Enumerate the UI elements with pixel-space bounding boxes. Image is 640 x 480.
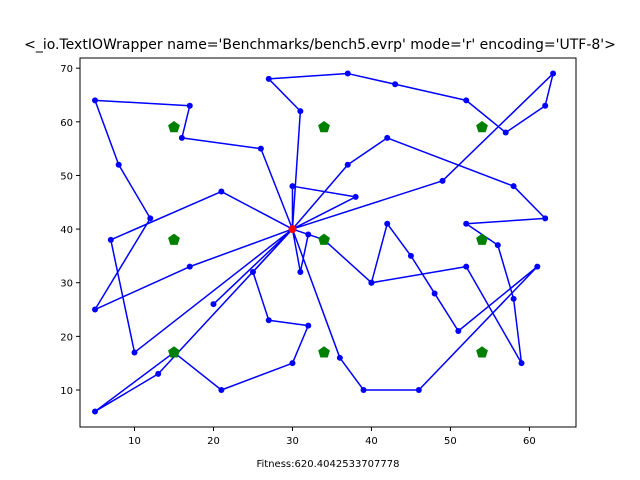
route-node (257, 145, 264, 152)
y-tick-label: 20 (60, 332, 73, 343)
route-line (94, 72, 554, 413)
y-tick-label: 30 (60, 279, 73, 290)
route-node (463, 263, 470, 270)
route-node (518, 360, 525, 367)
route-node (92, 97, 99, 104)
route-node (305, 231, 312, 238)
x-tick-label: 20 (207, 436, 220, 447)
axes-frame (79, 57, 577, 428)
route-node (352, 193, 359, 200)
route-node (92, 408, 99, 415)
route-node (147, 215, 154, 222)
x-tick-label: 10 (128, 436, 141, 447)
y-tick-label: 70 (60, 64, 73, 75)
route-node (360, 386, 367, 393)
charging-station-marker (318, 233, 330, 245)
y-tick-label: 50 (60, 171, 73, 182)
chart-title: <_io.TextIOWrapper name='Benchmarks/benc… (24, 37, 616, 53)
x-tick-label: 60 (523, 436, 536, 447)
route-node (463, 220, 470, 227)
route-node (107, 236, 114, 243)
route-node (392, 81, 399, 88)
charging-station-marker (318, 120, 330, 133)
route-node (542, 102, 549, 109)
route-node (407, 252, 414, 259)
route-node (249, 268, 256, 275)
x-axis-label: Fitness:620.4042533707778 (257, 459, 400, 470)
route-node (178, 134, 185, 141)
charging-station-marker (168, 233, 180, 245)
charging-station-marker (168, 346, 180, 358)
charging-station-marker (318, 346, 330, 358)
route-node (455, 327, 462, 334)
depot-marker (288, 225, 297, 234)
y-tick-label: 60 (60, 118, 73, 129)
route-node (384, 134, 391, 141)
route-node (297, 268, 304, 275)
route-node (218, 386, 225, 393)
route-node (463, 97, 470, 104)
route-node (431, 290, 438, 297)
route-node (186, 102, 193, 109)
route-node (344, 161, 351, 168)
route-node (155, 370, 162, 377)
y-tick-label: 10 (60, 386, 73, 397)
x-tick-label: 50 (444, 436, 457, 447)
route-node (510, 295, 517, 302)
route-node (542, 215, 549, 222)
x-tick-label: 30 (286, 436, 299, 447)
route-node (265, 317, 272, 324)
route-node (550, 70, 557, 77)
route-node (131, 349, 138, 356)
route-node (210, 301, 217, 308)
route-node (289, 360, 296, 367)
route-node (439, 177, 446, 184)
route-node (534, 263, 541, 270)
route-node (368, 279, 375, 286)
plot-area (92, 70, 557, 415)
route-node (265, 75, 272, 82)
y-axis: 10 20 30 40 50 60 70 (60, 64, 80, 397)
route-node (297, 108, 304, 115)
charging-station-marker (476, 346, 488, 358)
x-axis: 10 20 30 40 50 60 (128, 427, 536, 447)
route-node (510, 183, 517, 190)
route-node (494, 242, 501, 249)
route-node (289, 183, 296, 190)
charging-station-marker (476, 120, 488, 133)
route-node (115, 161, 122, 168)
route-node (305, 322, 312, 329)
route-node (218, 188, 225, 195)
x-tick-label: 40 (365, 436, 378, 447)
route-node (336, 354, 343, 361)
route-node (186, 263, 193, 270)
route-node (415, 386, 422, 393)
route-node (384, 220, 391, 227)
route-node (92, 306, 99, 313)
route-node (344, 70, 351, 77)
route-node (502, 129, 509, 136)
charging-station-marker (476, 233, 488, 245)
charging-station-marker (168, 120, 180, 133)
y-tick-label: 40 (60, 225, 73, 236)
